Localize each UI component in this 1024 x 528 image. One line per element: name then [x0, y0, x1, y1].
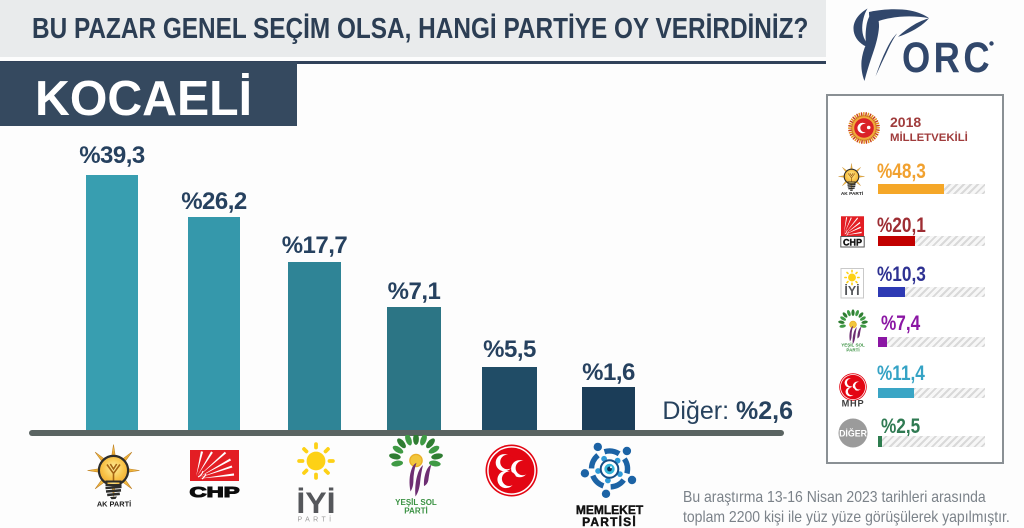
svg-text:PARTİ: PARTİ [404, 507, 427, 516]
svg-text:CHP: CHP [843, 237, 862, 247]
svg-text:PARTİ: PARTİ [298, 515, 335, 524]
svg-text:DİĞER: DİĞER [839, 427, 868, 438]
svg-text:MİLLETVEKİLİ: MİLLETVEKİLİ [890, 131, 968, 144]
svg-text:AK PARTİ: AK PARTİ [841, 190, 864, 197]
svg-text:YEŞİL SOL: YEŞİL SOL [841, 342, 865, 348]
svg-text:MEMLEKET: MEMLEKET [576, 503, 644, 517]
svg-text:PARTİ: PARTİ [846, 347, 859, 353]
svg-text:İYİ: İYİ [296, 486, 335, 520]
svg-text:İYİ: İYİ [844, 283, 859, 298]
svg-text:YEŞİL SOL: YEŞİL SOL [395, 498, 437, 507]
svg-text:2018: 2018 [890, 114, 921, 130]
svg-text:PARTİSİ: PARTİSİ [582, 514, 637, 528]
svg-text:CHP: CHP [189, 484, 239, 501]
svg-text:MHP: MHP [842, 399, 865, 409]
svg-text:AK PARTİ: AK PARTİ [97, 500, 131, 509]
